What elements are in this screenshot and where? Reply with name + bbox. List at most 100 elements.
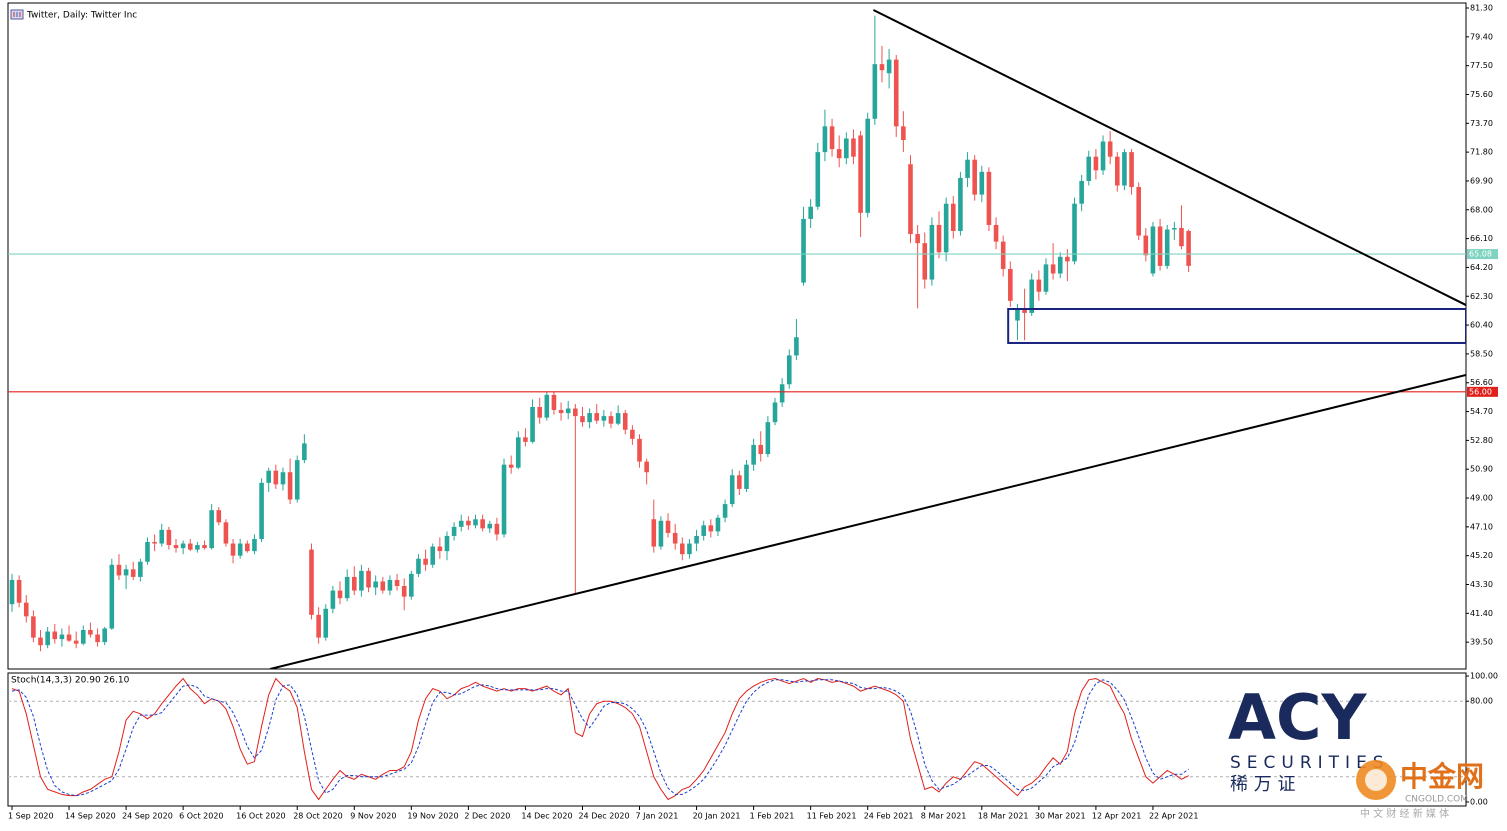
candle-body [209, 510, 214, 549]
candle-body [786, 355, 792, 385]
candle-body [672, 532, 678, 544]
candle-body [130, 569, 136, 577]
x-tick-label: 24 Feb 2021 [864, 812, 914, 821]
candle-body [59, 634, 65, 640]
candle-body [287, 472, 293, 500]
candle-body [1100, 141, 1106, 171]
candle-body [508, 464, 514, 468]
candle-body [836, 149, 842, 159]
x-tick-label: 1 Feb 2021 [750, 812, 795, 821]
candle-body [715, 517, 721, 532]
candle-body [487, 523, 493, 529]
candle-body [81, 630, 86, 644]
candle-body [1186, 231, 1191, 266]
candle-body [865, 118, 871, 213]
candle-body [444, 535, 450, 552]
x-tick-label: 9 Nov 2020 [350, 812, 396, 821]
y-tick-label: 45.20 [1470, 551, 1493, 560]
candle-body [330, 590, 336, 609]
price-tag [1467, 386, 1498, 397]
candle-body [644, 461, 649, 473]
candle-body [202, 545, 207, 549]
x-tick-label: 30 Mar 2021 [1035, 812, 1086, 821]
candle-body [16, 579, 22, 603]
candle-body [694, 535, 699, 544]
y-tick-label: 73.70 [1470, 119, 1493, 128]
candle-body [808, 206, 813, 219]
candle-body [1157, 226, 1163, 266]
y-tick-label: 43.30 [1470, 580, 1493, 589]
y-tick-label: 50.90 [1470, 465, 1493, 474]
candle-body [515, 437, 521, 468]
candle-body [451, 526, 457, 536]
indicator-title: Stoch(14,3,3) 20.90 26.10 [11, 676, 130, 686]
candle-body [943, 203, 949, 253]
candle-body [972, 159, 977, 195]
candle-body [280, 472, 286, 485]
watermark-tagline: 中 文 财 经 新 媒 体 [1360, 807, 1449, 820]
zone-box [1007, 307, 1466, 344]
candle-body [9, 579, 15, 605]
candle-body [922, 243, 928, 280]
candle-body [779, 384, 785, 403]
candle-body [587, 413, 592, 423]
candle-body [908, 164, 913, 235]
y-tick-label: 75.60 [1470, 90, 1493, 99]
candle-body [152, 542, 157, 544]
candle-body [366, 570, 371, 588]
candle-body [245, 543, 250, 552]
candle-body [544, 394, 550, 418]
candle-body [1022, 308, 1027, 313]
candle-body [494, 523, 500, 535]
candle-body [294, 460, 300, 500]
candle-body [886, 59, 892, 74]
candle-body [815, 152, 821, 207]
y-tick-label: 71.80 [1470, 148, 1493, 157]
candle-body [879, 64, 885, 71]
candle-body [665, 520, 671, 533]
x-tick-label: 28 Oct 2020 [293, 812, 342, 821]
candle-body [1172, 227, 1177, 230]
candle-body [993, 224, 999, 242]
candle-body [109, 564, 115, 629]
x-tick-label: 12 Apr 2021 [1092, 812, 1141, 821]
candle-body [929, 224, 935, 280]
candle-body [1000, 241, 1006, 269]
candle-body [950, 203, 956, 232]
y-tick-label: 60.40 [1470, 321, 1493, 330]
candle-body [615, 413, 621, 424]
candle-body [437, 546, 443, 552]
y-tick-label: 77.50 [1470, 61, 1493, 70]
candle-body [801, 218, 806, 283]
y-tick-label: 52.80 [1470, 436, 1493, 445]
candle-body [195, 545, 200, 550]
candle-body [758, 444, 764, 455]
y-tick-label: 56.60 [1470, 378, 1493, 387]
x-tick-label: 1 Sep 2020 [8, 812, 54, 821]
x-tick-label: 7 Jan 2021 [636, 812, 679, 821]
candle-body [558, 410, 564, 414]
x-tick-label: 19 Nov 2020 [407, 812, 458, 821]
candle-body [1057, 256, 1063, 274]
price-tag-label: 56.00 [1469, 387, 1492, 396]
candle-body [123, 569, 129, 576]
candle-body [458, 520, 464, 527]
candle-body [1129, 152, 1134, 188]
candle-body [1036, 279, 1042, 292]
candle-body [658, 520, 664, 547]
candle-body [573, 408, 578, 417]
indicator-tick-label: 100.00 [1470, 672, 1498, 681]
candle-body [373, 581, 378, 588]
x-tick-label: 6 Oct 2020 [179, 812, 223, 821]
y-tick-label: 54.70 [1470, 407, 1493, 416]
watermark-subtitle: SECURITIES [1230, 753, 1390, 773]
candle-body [851, 138, 856, 157]
candle-body [901, 126, 906, 140]
candle-body [1164, 229, 1170, 266]
candle-body [95, 634, 100, 643]
candle-body [523, 437, 528, 442]
candle-body [351, 576, 357, 591]
candle-body [722, 504, 728, 518]
candle-body [501, 464, 507, 535]
cngold-watermark: 中金网 CNGOLD.COM 中 文 财 经 新 媒 体 [1356, 760, 1484, 820]
